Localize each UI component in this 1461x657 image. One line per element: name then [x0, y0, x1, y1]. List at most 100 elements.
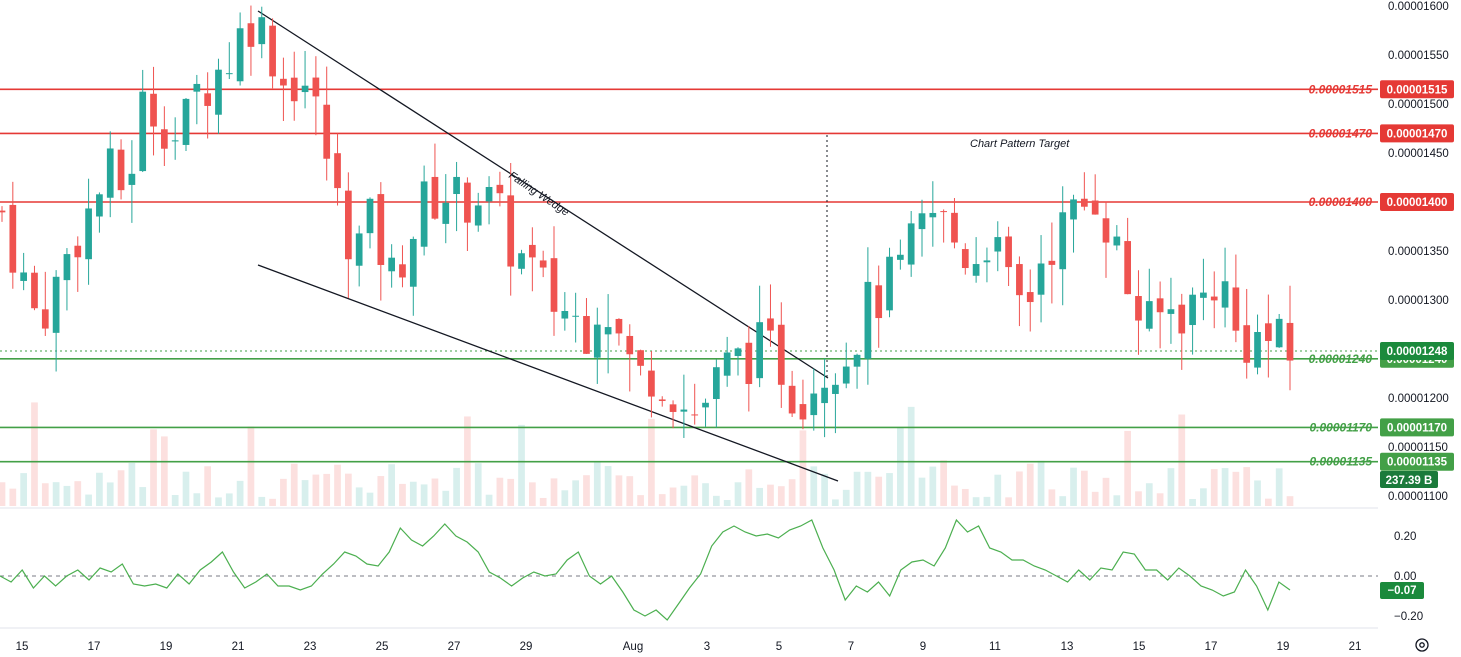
candle-body	[464, 182, 471, 223]
candle-body	[171, 140, 179, 142]
candle-body	[658, 399, 666, 401]
volume-bar	[1254, 480, 1261, 506]
candle	[215, 58, 222, 134]
candle-body	[323, 104, 331, 159]
candle-body	[832, 384, 839, 394]
candle-body	[344, 190, 352, 260]
candle	[485, 176, 493, 225]
candle	[1286, 285, 1294, 391]
resistance-label: 0.00001400	[1309, 195, 1373, 209]
resistance-label: 0.00001515	[1309, 82, 1373, 96]
support-badge: 0.00001170	[1380, 418, 1454, 437]
wedge-lower-line	[257, 264, 839, 482]
candle-body	[1080, 198, 1088, 207]
time-axis-tick: 19	[1277, 641, 1290, 653]
candle	[821, 358, 828, 438]
volume-bar	[637, 495, 644, 506]
price-levels: 0.00001515 0.00001470 0.00001400 0.00001240…	[0, 82, 1378, 469]
price-axis-tick: 0.00001300	[1388, 295, 1449, 307]
candle-body	[572, 315, 580, 317]
candle-body	[1048, 260, 1056, 265]
volume-bar	[626, 476, 634, 506]
candle	[875, 265, 883, 348]
candle-body	[896, 254, 904, 260]
volume-bar	[528, 482, 536, 506]
candle	[983, 247, 991, 283]
candle-body	[312, 77, 320, 97]
volume-bar	[236, 480, 244, 506]
last-price-text: 0.00001248	[1387, 346, 1448, 358]
badge-bg	[1380, 341, 1454, 360]
price-axis-tick: 0.00001200	[1388, 393, 1449, 405]
candle-body	[355, 233, 363, 266]
time-axis-tick: 13	[1061, 641, 1074, 653]
volume-bar	[474, 463, 482, 506]
resistance-label: 0.00001470	[1309, 126, 1373, 140]
resistance-badge: 0.00001470	[1380, 124, 1454, 143]
candle-body	[96, 194, 103, 217]
volume-bar	[85, 494, 92, 506]
volume-bar	[366, 492, 374, 506]
volume-bar	[1221, 468, 1229, 506]
volume-bar	[52, 482, 60, 506]
candle	[63, 248, 71, 311]
time-axis-tick: Aug	[623, 641, 643, 653]
volume-bar	[388, 464, 396, 506]
candle	[193, 74, 201, 125]
candle	[20, 252, 28, 291]
candle-body	[236, 28, 244, 82]
candle	[323, 66, 331, 181]
settings-gear-icon[interactable]	[1415, 638, 1429, 652]
candle-body	[507, 195, 515, 267]
candle	[680, 374, 688, 438]
candle	[9, 181, 17, 289]
candle	[1016, 256, 1023, 327]
candle-body	[886, 256, 893, 311]
volume-bar	[334, 464, 341, 506]
candle	[788, 370, 796, 417]
candle	[691, 383, 699, 425]
candle-body	[225, 73, 233, 75]
candle-body	[63, 254, 71, 281]
volume-bar	[875, 476, 883, 506]
time-axis-tick: 15	[1133, 641, 1146, 653]
volume-bar	[1026, 463, 1034, 506]
candle	[52, 270, 60, 372]
badge-bg	[1380, 582, 1424, 599]
candle	[777, 302, 785, 408]
candle-body	[1124, 241, 1132, 295]
candle	[344, 172, 352, 299]
time-axis-tick: 15	[16, 641, 29, 653]
volume-bar	[20, 473, 28, 506]
candle-body	[1286, 322, 1294, 361]
time-axis-tick: 21	[232, 641, 245, 653]
candlestick-series[interactable]	[0, 5, 1294, 438]
badge-text: 0.00001515	[1387, 84, 1448, 96]
candle	[648, 351, 655, 418]
candle	[160, 106, 168, 167]
badge-bg	[1380, 80, 1454, 99]
candle	[1200, 258, 1207, 321]
volume-bar	[1275, 468, 1283, 506]
volume-bar	[41, 483, 49, 506]
volume-bar	[247, 426, 255, 506]
candle-body	[388, 257, 396, 272]
candle-body	[853, 354, 861, 367]
badge-bg	[1380, 452, 1454, 471]
volume-bar	[864, 471, 872, 506]
volume-bar	[593, 461, 601, 506]
volume-bar	[431, 478, 439, 506]
candle-body	[669, 404, 677, 412]
candle-body	[756, 322, 764, 379]
candle	[204, 72, 212, 139]
badge-bg	[1380, 193, 1454, 211]
volume-bar	[1037, 460, 1045, 506]
candle	[1005, 226, 1012, 287]
volume-bar	[788, 479, 796, 506]
volume-bar	[74, 481, 82, 506]
candle-body	[518, 253, 525, 269]
candle-body	[1145, 301, 1153, 329]
volume-bar	[1210, 469, 1218, 506]
candle	[139, 69, 147, 173]
